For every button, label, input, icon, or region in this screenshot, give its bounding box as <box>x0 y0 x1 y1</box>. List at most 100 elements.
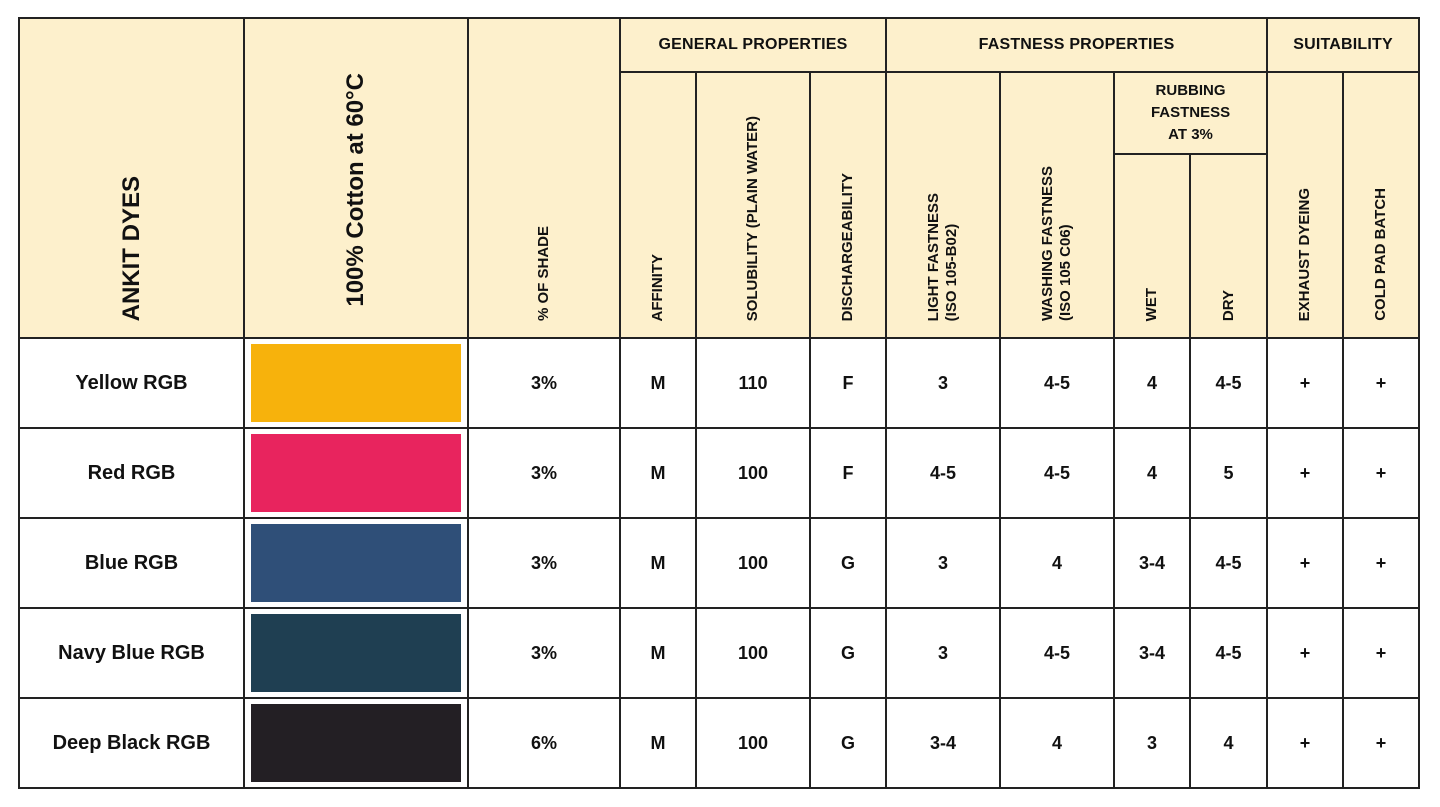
header-rubbing-line2: FASTNESS <box>1150 104 1231 121</box>
dye-name: Yellow RGB <box>18 337 245 429</box>
rubbing-dry-value: 5 <box>1189 427 1269 519</box>
dischargeability-value: G <box>808 607 888 699</box>
shade-value: 3% <box>467 427 621 519</box>
affinity-value: M <box>619 517 697 609</box>
rubbing-dry-value: 4 <box>1189 697 1269 789</box>
swatch-cell <box>243 517 469 609</box>
table-body: Yellow RGB 3% M 110 F 3 4-5 4 4-5 + + Re… <box>18 337 1421 789</box>
header-cold-pad-batch: COLD PAD BATCH <box>1342 71 1421 339</box>
exhaust-dyeing-value: + <box>1266 427 1345 519</box>
header-ankit-dyes: ANKIT DYES <box>18 17 245 339</box>
table-row: Navy Blue RGB 3% M 100 G 3 4-5 3-4 4-5 +… <box>18 607 1421 699</box>
exhaust-dyeing-value: + <box>1266 337 1345 429</box>
color-swatch <box>251 704 461 782</box>
color-swatch <box>251 614 461 692</box>
shade-value: 3% <box>467 607 621 699</box>
light-fastness-value: 4-5 <box>885 427 1002 519</box>
header-solubility: SOLUBILITY (PLAIN WATER) <box>695 71 811 339</box>
solubility-value: 100 <box>695 517 811 609</box>
exhaust-dyeing-value: + <box>1266 607 1345 699</box>
header-exhaust-dyeing: EXHAUST DYEING <box>1266 71 1345 339</box>
color-swatch <box>251 434 461 512</box>
rubbing-wet-value: 4 <box>1113 337 1192 429</box>
light-fastness-value: 3 <box>885 517 1002 609</box>
header-affinity: AFFINITY <box>619 71 697 339</box>
affinity-value: M <box>619 427 697 519</box>
light-fastness-value: 3-4 <box>885 697 1002 789</box>
header-cold-pad-batch-text: COLD PAD BATCH <box>1372 188 1390 321</box>
dischargeability-value: F <box>808 337 888 429</box>
header-solubility-text: SOLUBILITY (PLAIN WATER) <box>744 115 761 321</box>
header-cotton-text: 100% Cotton at 60°C <box>342 73 369 307</box>
header-general-properties: GENERAL PROPERTIES <box>618 17 888 73</box>
rubbing-dry-value: 4-5 <box>1189 517 1269 609</box>
swatch-cell <box>243 607 469 699</box>
header-shade: % OF SHADE <box>467 17 621 339</box>
light-fastness-value: 3 <box>885 607 1002 699</box>
shade-value: 6% <box>467 697 621 789</box>
cold-pad-batch-value: + <box>1342 337 1421 429</box>
cold-pad-batch-value: + <box>1342 427 1421 519</box>
washing-fastness-value: 4-5 <box>999 337 1116 429</box>
solubility-value: 100 <box>695 697 811 789</box>
washing-fastness-value: 4 <box>999 697 1116 789</box>
dye-name: Deep Black RGB <box>18 697 245 789</box>
cold-pad-batch-value: + <box>1342 607 1421 699</box>
header-rubbing-line3: AT 3% <box>1168 126 1213 143</box>
header-rubbing-line1: RUBBING <box>1155 82 1226 99</box>
cold-pad-batch-value: + <box>1342 697 1421 789</box>
shade-value: 3% <box>467 337 621 429</box>
header-fastness-properties: FASTNESS PROPERTIES <box>885 17 1269 73</box>
header-washing-fastness-text: WASHING FASTNESS (ISO 105 C06) <box>1039 165 1075 321</box>
table-row: Red RGB 3% M 100 F 4-5 4-5 4 5 + + <box>18 427 1421 519</box>
rubbing-wet-value: 3-4 <box>1113 607 1192 699</box>
rubbing-dry-value: 4-5 <box>1189 607 1269 699</box>
header-washing-fastness: WASHING FASTNESS (ISO 105 C06) <box>999 71 1116 339</box>
solubility-value: 110 <box>695 337 811 429</box>
header-wet-text: WET <box>1143 287 1161 321</box>
swatch-cell <box>243 427 469 519</box>
rubbing-wet-value: 4 <box>1113 427 1192 519</box>
exhaust-dyeing-value: + <box>1266 697 1345 789</box>
affinity-value: M <box>619 337 697 429</box>
header-dry-text: DRY <box>1219 289 1237 321</box>
cold-pad-batch-value: + <box>1342 517 1421 609</box>
dye-name: Red RGB <box>18 427 245 519</box>
shade-value: 3% <box>467 517 621 609</box>
header-shade-text: % OF SHADE <box>535 225 552 321</box>
swatch-cell <box>243 337 469 429</box>
swatch-cell <box>243 697 469 789</box>
solubility-value: 100 <box>695 607 811 699</box>
washing-fastness-value: 4-5 <box>999 607 1116 699</box>
header-dischargeability-text: DISCHARGEABILITY <box>839 172 856 321</box>
solubility-value: 100 <box>695 427 811 519</box>
affinity-value: M <box>619 697 697 789</box>
header-light-fastness: LIGHT FASTNESS (ISO 105-B02) <box>885 71 1002 339</box>
table-row: Deep Black RGB 6% M 100 G 3-4 4 3 4 + + <box>18 697 1421 789</box>
header-dry: DRY <box>1189 153 1269 339</box>
header-light-fastness-text: LIGHT FASTNESS (ISO 105-B02) <box>925 192 961 321</box>
color-swatch <box>251 524 461 602</box>
rubbing-wet-value: 3 <box>1113 697 1192 789</box>
header-wet: WET <box>1113 153 1192 339</box>
light-fastness-value: 3 <box>885 337 1002 429</box>
dye-name: Navy Blue RGB <box>18 607 245 699</box>
rubbing-dry-value: 4-5 <box>1189 337 1269 429</box>
exhaust-dyeing-value: + <box>1266 517 1345 609</box>
table-row: Blue RGB 3% M 100 G 3 4 3-4 4-5 + + <box>18 517 1421 609</box>
dischargeability-value: G <box>808 517 888 609</box>
header-rubbing-fastness: RUBBING FASTNESS AT 3% <box>1113 71 1269 155</box>
header-suitability: SUITABILITY <box>1266 17 1421 73</box>
rubbing-wet-value: 3-4 <box>1113 517 1192 609</box>
color-swatch <box>251 344 461 422</box>
washing-fastness-value: 4-5 <box>999 427 1116 519</box>
dischargeability-value: F <box>808 427 888 519</box>
washing-fastness-value: 4 <box>999 517 1116 609</box>
header-exhaust-dyeing-text: EXHAUST DYEING <box>1296 187 1314 321</box>
dye-name: Blue RGB <box>18 517 245 609</box>
header-cotton: 100% Cotton at 60°C <box>243 17 469 339</box>
affinity-value: M <box>619 607 697 699</box>
dye-properties-table: ANKIT DYES 100% Cotton at 60°C % OF SHAD… <box>18 17 1421 789</box>
dischargeability-value: G <box>808 697 888 789</box>
header-affinity-text: AFFINITY <box>649 253 666 322</box>
